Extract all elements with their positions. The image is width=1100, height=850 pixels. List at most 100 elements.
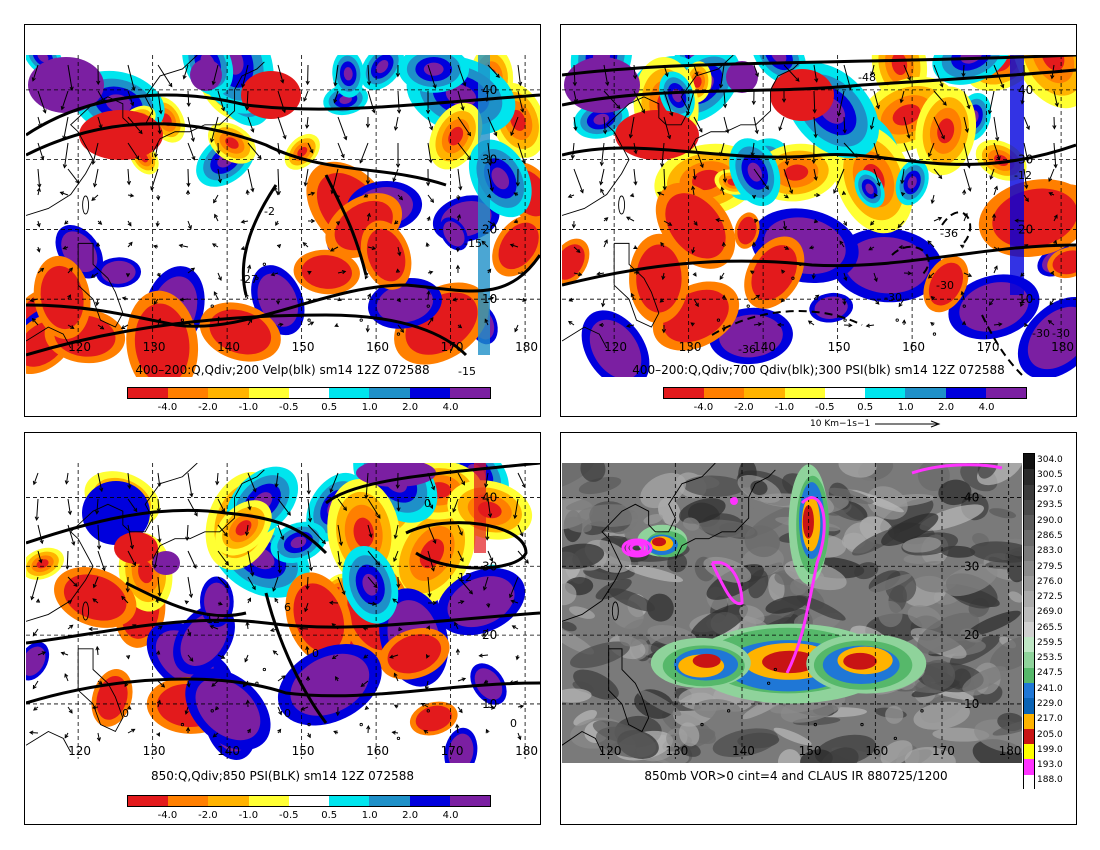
- lon-label: 140: [217, 340, 240, 354]
- colorbar-swatch: [128, 796, 169, 806]
- panel-qdiv-700-psi300: 120 130 140 150 160 170 180 10 20 30 40 -48 -36 -30 -3…: [560, 24, 1077, 417]
- ir-colorbar-swatch: [1024, 484, 1034, 500]
- ir-colorbar-swatch: [1024, 728, 1034, 745]
- ir-colorbar: [1023, 453, 1035, 790]
- ir-colorbar-label: 199.0: [1037, 744, 1063, 755]
- lon-label: 150: [292, 340, 315, 354]
- colorbar-tick-label: 0.5: [321, 402, 338, 413]
- lon-label: 180: [515, 340, 538, 354]
- contour-label: -36: [940, 227, 958, 240]
- ir-colorbar-swatch: [1024, 652, 1034, 668]
- ir-colorbar-swatch: [1024, 530, 1034, 546]
- panel-vor-claus-ir: 120 130 140 150 160 170 180 10 20 30 40 304.0 300.5…: [560, 432, 1077, 825]
- lat-label: 30: [964, 559, 979, 573]
- lat-label: 20: [964, 628, 979, 642]
- ir-colorbar-swatch: [1024, 682, 1034, 699]
- contour-label: -15: [464, 237, 482, 250]
- lon-label: 120: [599, 744, 622, 758]
- lon-label: 150: [799, 744, 822, 758]
- colorbar-tick-label: 1.0: [361, 402, 378, 413]
- vector-scale-label: 10 Km−1s−1: [810, 419, 943, 429]
- ir-colorbar-swatch: [1024, 698, 1034, 714]
- colorbar-tick-label: -1.0: [774, 402, 795, 413]
- vorticity-contours: [621, 463, 1003, 674]
- wind-vectors: [567, 64, 1059, 334]
- colorbar-tick-label: 1.0: [897, 402, 914, 413]
- lat-label: 40: [964, 490, 979, 504]
- ir-colorbar-label: 279.5: [1037, 561, 1063, 572]
- lon-label: 170: [932, 744, 955, 758]
- colorbar-swatch: [128, 388, 169, 398]
- map-svg: 120 130 140 150 160 170 18010203040-48-36-30-3…: [562, 55, 1076, 377]
- ir-colorbar-label: 247.5: [1037, 668, 1063, 679]
- wind-vectors: [28, 472, 529, 742]
- map-field: 120 130 140 150 160 170 180 10 20 30 40: [562, 463, 1022, 763]
- lon-label: 160: [865, 744, 888, 758]
- lon-label: 180: [999, 744, 1022, 758]
- contour-label: -30: [1032, 327, 1050, 340]
- contour-label: -36: [738, 343, 756, 356]
- ir-colorbar-label: 217.0: [1037, 714, 1063, 725]
- colorbar-swatch: [744, 388, 785, 398]
- ir-colorbar-label: 188.0: [1037, 775, 1063, 786]
- ir-colorbar-label: 276.0: [1037, 576, 1063, 587]
- vector-scale-text: 10 Km−1s−1: [810, 419, 871, 429]
- colorbar-swatch: [248, 796, 289, 806]
- lat-label: 20: [1018, 222, 1033, 236]
- lon-label: 180: [1051, 340, 1074, 354]
- colorbar-tick-label: 4.0: [442, 402, 459, 413]
- colorbar: [663, 387, 1027, 399]
- wind-vectors: [29, 64, 527, 333]
- colorbar-tick-label: 2.0: [402, 402, 419, 413]
- ir-colorbar-swatch: [1024, 454, 1034, 470]
- contour-label: 0: [122, 707, 129, 720]
- colorbar-swatch: [369, 796, 410, 806]
- colorbar-swatch: [329, 796, 370, 806]
- ir-colorbar-label: 241.0: [1037, 683, 1063, 694]
- contour-label: -2: [264, 205, 275, 218]
- map-field: 120 130 140 150 160 170 180 10 20 30 40 -48 -36 -30 -3…: [562, 55, 1076, 377]
- ir-colorbar-swatch: [1024, 667, 1034, 683]
- panel-qdiv-850-psi: 120 130 140 150 160 170 180 10 20 30 40 0 12 -12 6 0 0 0 0…: [24, 432, 541, 825]
- colorbar-tick-label: 0.5: [321, 810, 338, 821]
- colorbar-swatch: [784, 388, 825, 398]
- ir-colorbar-label: 259.5: [1037, 637, 1063, 648]
- ir-colorbar-label: 283.0: [1037, 546, 1063, 557]
- ir-colorbar-swatch: [1024, 576, 1034, 592]
- ir-colorbar-label: 304.0: [1037, 454, 1063, 465]
- colorbar-swatch: [905, 388, 946, 398]
- grid-lines: [562, 55, 1076, 355]
- ir-colorbar-swatch: [1024, 499, 1034, 516]
- ir-colorbar-swatch: [1024, 515, 1034, 531]
- panel-caption: 400–200:Q,Qdiv;200 Velp(blk) sm14 12Z 07…: [135, 363, 430, 377]
- lon-label: 140: [732, 744, 755, 758]
- contour-label: -30: [884, 291, 902, 304]
- ir-colorbar-label: 253.5: [1037, 653, 1063, 664]
- colorbar-swatch: [208, 388, 249, 398]
- colorbar-swatch: [449, 388, 490, 398]
- colorbar-tick-label: -0.5: [279, 810, 299, 821]
- lon-label: 130: [665, 744, 688, 758]
- colorbar-tick-label: 1.0: [361, 810, 378, 821]
- colorbar-tick-label: -2.0: [734, 402, 754, 413]
- contour-label: 12: [458, 571, 472, 584]
- lon-label: 160: [366, 744, 389, 758]
- colorbar-tick-label: -4.0: [157, 402, 178, 413]
- colorbar: [127, 387, 491, 399]
- lon-label: 150: [292, 744, 315, 758]
- contour-label: 0: [424, 497, 431, 510]
- ir-colorbar-swatch: [1024, 637, 1034, 653]
- ir-colorbar-label: 205.0: [1037, 729, 1063, 740]
- lat-label: 40: [482, 490, 497, 504]
- ir-colorbar-swatch: [1024, 774, 1034, 790]
- colorbar-tick-label: -1.0: [238, 810, 259, 821]
- colorbar-swatch: [824, 388, 866, 398]
- lon-label: 170: [977, 340, 1000, 354]
- colorbar-tick-label: -2.0: [198, 810, 218, 821]
- colorbar-tick-label: 0.5: [857, 402, 874, 413]
- ir-colorbar-label: 286.5: [1037, 531, 1063, 541]
- colorbar-tick-label: -4.0: [693, 402, 714, 413]
- colorbar-swatch: [985, 388, 1026, 398]
- lat-label: 10: [482, 697, 497, 711]
